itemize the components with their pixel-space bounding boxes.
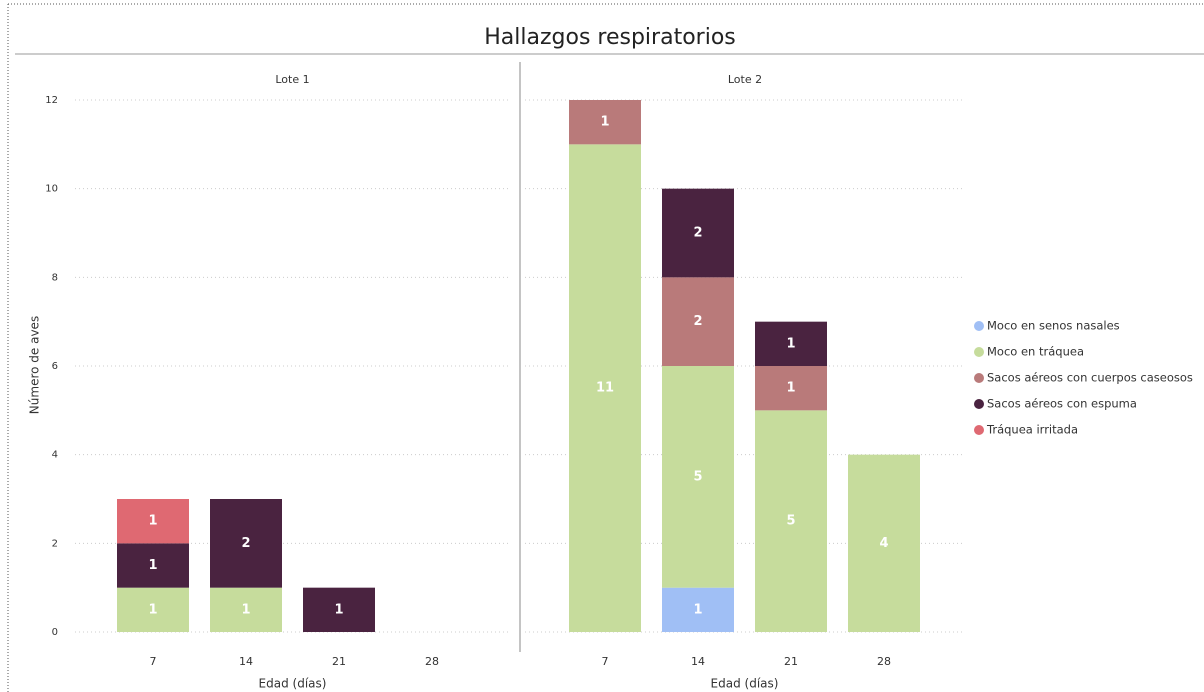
data-label: 5 bbox=[786, 514, 795, 529]
data-label: 4 bbox=[879, 536, 888, 551]
data-label: 5 bbox=[693, 469, 702, 484]
legend-label: Sacos aéreos con espuma bbox=[987, 397, 1137, 411]
chart-title: Hallazgos respiratorios bbox=[484, 25, 736, 50]
y-tick-label: 10 bbox=[45, 184, 58, 195]
legend-label: Tráquea irritada bbox=[986, 423, 1078, 437]
data-label: 11 bbox=[596, 381, 614, 396]
bar-segment bbox=[117, 543, 189, 588]
data-label: 1 bbox=[786, 336, 795, 351]
y-axis-title: Número de aves bbox=[28, 316, 42, 414]
bar-segment bbox=[303, 587, 375, 632]
bar-segment bbox=[210, 587, 282, 632]
bar-segment bbox=[662, 277, 734, 366]
legend-marker bbox=[974, 425, 984, 435]
y-tick-label: 8 bbox=[52, 272, 58, 283]
legend-marker bbox=[974, 373, 984, 383]
legend-marker bbox=[974, 321, 984, 331]
bar-segment bbox=[662, 366, 734, 588]
bar-segment bbox=[117, 499, 189, 544]
x-tick-label: 28 bbox=[877, 655, 891, 668]
data-label: 2 bbox=[241, 536, 250, 551]
x-tick-label: 7 bbox=[150, 655, 157, 668]
legend-marker bbox=[974, 347, 984, 357]
y-tick-label: 6 bbox=[52, 361, 58, 372]
legend-label: Moco en senos nasales bbox=[987, 319, 1120, 333]
x-tick-label: 14 bbox=[239, 655, 253, 668]
data-label: 1 bbox=[148, 514, 157, 529]
bar-segment bbox=[755, 410, 827, 632]
y-tick-label: 12 bbox=[45, 95, 58, 106]
bar-segment bbox=[662, 188, 734, 278]
data-label: 1 bbox=[241, 602, 250, 617]
bar-segment bbox=[210, 499, 282, 588]
data-label: 2 bbox=[693, 226, 702, 241]
data-label: 1 bbox=[600, 115, 609, 130]
panel-title: Lote 2 bbox=[728, 73, 762, 86]
legend-label: Moco en tráquea bbox=[987, 345, 1084, 359]
legend-label: Sacos aéreos con cuerpos caseosos bbox=[987, 371, 1193, 385]
panel-title: Lote 1 bbox=[275, 73, 309, 86]
bar-segment bbox=[755, 366, 827, 411]
x-tick-label: 7 bbox=[602, 655, 609, 668]
bar-segment bbox=[755, 321, 827, 366]
x-tick-label: 21 bbox=[332, 655, 346, 668]
data-label: 1 bbox=[148, 602, 157, 617]
data-label: 1 bbox=[148, 558, 157, 573]
data-label: 2 bbox=[693, 314, 702, 329]
x-axis-title: Edad (días) bbox=[711, 677, 779, 691]
bar-segment bbox=[569, 100, 641, 145]
x-tick-label: 14 bbox=[691, 655, 705, 668]
data-label: 1 bbox=[693, 602, 702, 617]
bar-segment bbox=[848, 454, 920, 632]
bar-segment bbox=[569, 144, 641, 633]
data-label: 1 bbox=[786, 381, 795, 396]
x-tick-label: 28 bbox=[425, 655, 439, 668]
legend-marker bbox=[974, 399, 984, 409]
bar-segment bbox=[117, 587, 189, 632]
data-label: 1 bbox=[334, 602, 343, 617]
y-tick-label: 0 bbox=[52, 627, 58, 638]
x-tick-label: 21 bbox=[784, 655, 798, 668]
y-tick-label: 2 bbox=[52, 538, 58, 549]
x-axis-title: Edad (días) bbox=[259, 677, 327, 691]
y-tick-label: 4 bbox=[52, 450, 58, 461]
bar-segment bbox=[662, 587, 734, 632]
